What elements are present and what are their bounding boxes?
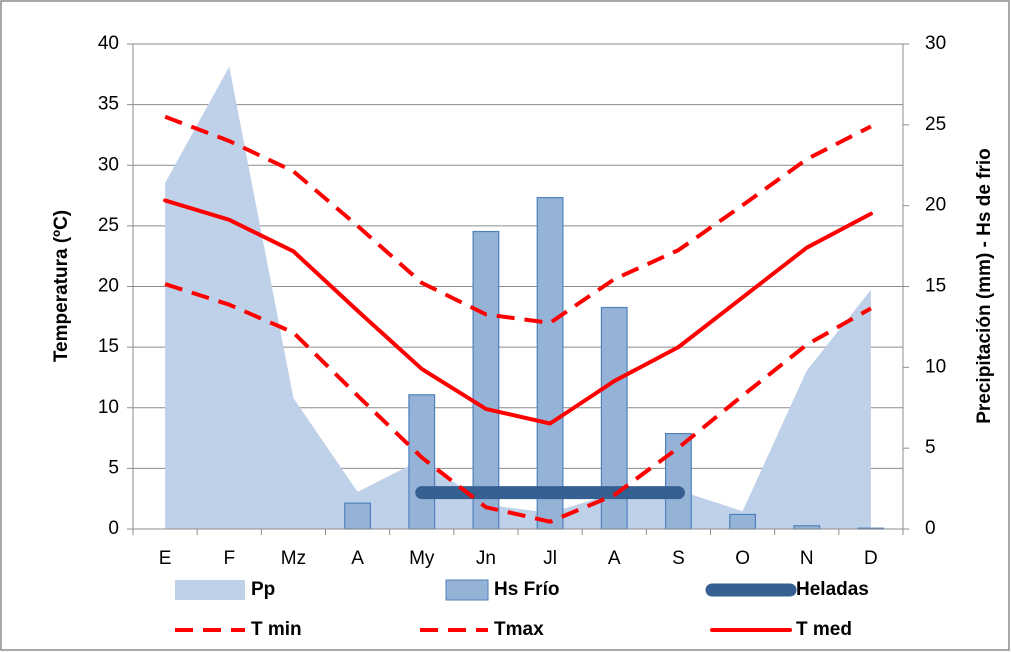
bar [664,433,692,530]
y-tick-label: 5 [108,457,119,478]
y2-tick-label: 20 [925,195,946,216]
x-tick-label: Mz [281,548,306,569]
y2-tick-label: 5 [925,437,936,458]
bar [536,196,564,530]
line [164,114,872,325]
legend-label: Tmax [494,619,544,640]
bar [344,502,372,530]
x-tick-label: Jl [543,548,557,569]
bar [408,394,436,530]
x-tick-label: My [409,548,435,569]
bar [729,513,757,530]
x-tick-label: F [223,548,235,569]
y2-tick-label: 15 [925,276,946,297]
area [165,66,871,529]
y2-tick-label: 0 [925,518,936,539]
bar [472,230,500,530]
x-tick-label: E [159,548,172,569]
legend-label: T min [251,619,302,640]
y2-axis-title: Precipitación (mm) - Hs de frio [974,148,995,424]
legend-label: Heladas [796,579,869,600]
x-tick-label: A [351,548,364,569]
x-tick-label: Jn [476,548,496,569]
x-tick-label: O [735,548,750,569]
line [163,198,873,426]
y-tick-label: 0 [108,518,119,539]
y2-tick-label: 10 [925,356,946,377]
x-tick-label: D [864,548,878,569]
y-tick-label: 35 [98,94,119,115]
x-tick-label: A [608,548,621,569]
y-tick-label: 30 [98,154,119,175]
y-tick-label: 15 [98,336,119,357]
y2-tick-label: 30 [925,33,946,54]
legend-label: Pp [251,579,275,600]
legend-label: Hs Frío [494,579,559,600]
x-tick-label: S [672,548,685,569]
y-tick-label: 25 [98,215,119,236]
y-axis-title: Temperatura (ºC) [51,210,72,362]
y-tick-label: 40 [98,33,119,54]
x-tick-label: N [800,548,814,569]
y-tick-label: 10 [98,397,119,418]
legend-swatch [445,579,489,601]
legend-swatch [175,580,245,600]
y-tick-label: 20 [98,276,119,297]
legend-label: T med [796,619,852,640]
y2-tick-label: 25 [925,114,946,135]
line [164,282,872,524]
